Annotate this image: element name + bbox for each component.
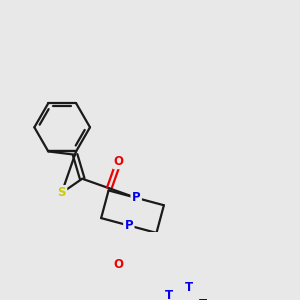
Text: O: O — [114, 155, 124, 168]
Text: O: O — [113, 258, 123, 271]
Text: T: T — [165, 290, 173, 300]
Text: P: P — [124, 219, 133, 232]
Text: T: T — [199, 298, 207, 300]
Text: S: S — [57, 186, 66, 200]
Text: T: T — [185, 281, 193, 294]
Text: P: P — [132, 191, 140, 204]
